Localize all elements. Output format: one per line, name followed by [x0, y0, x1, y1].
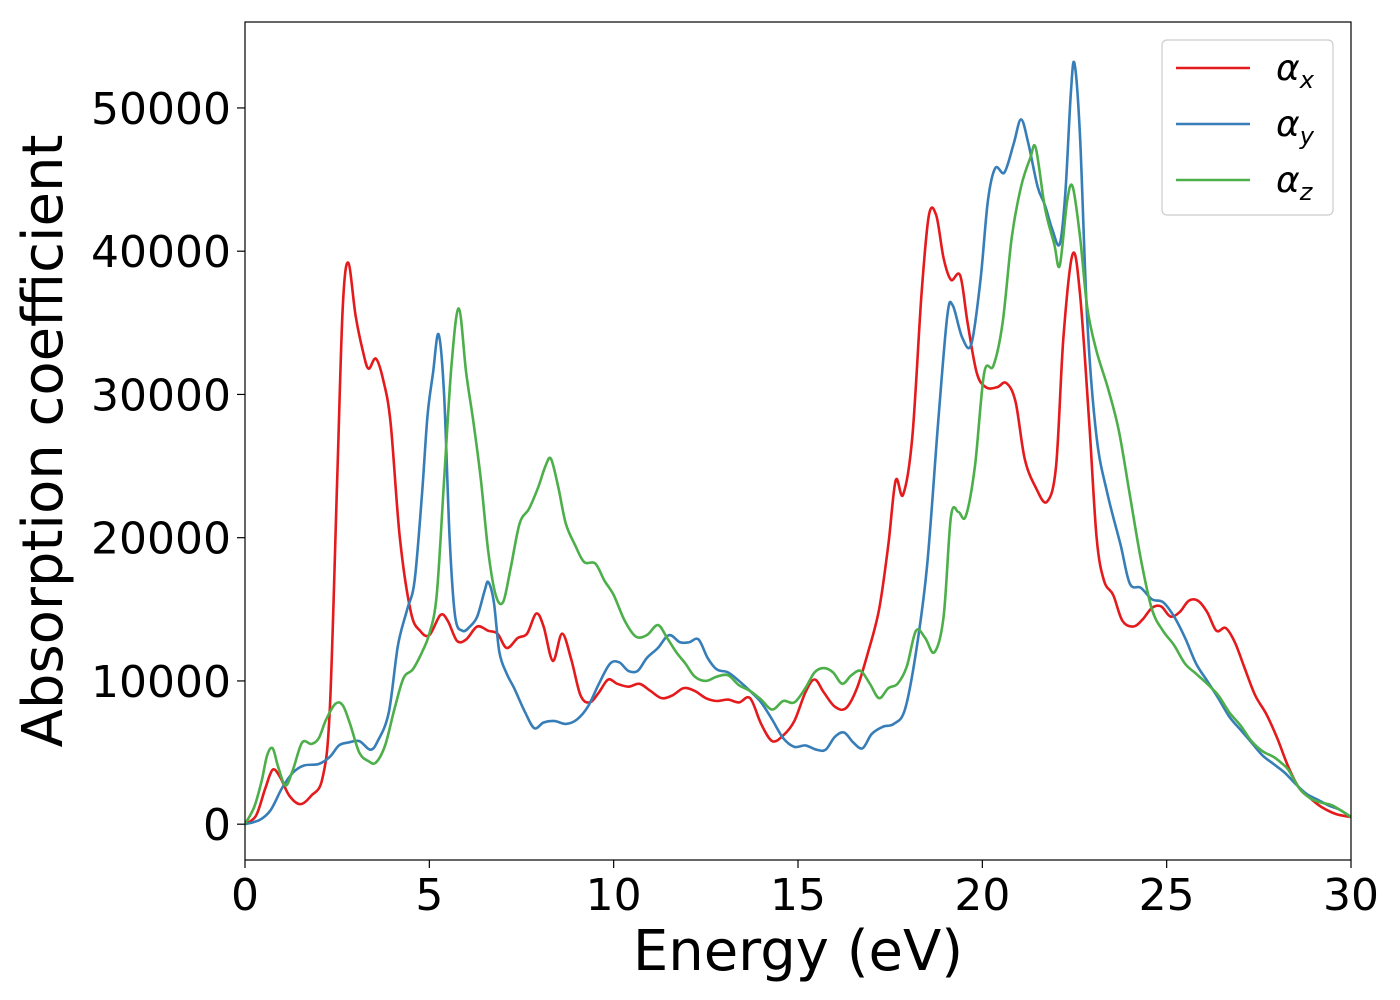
series-line-alpha-y	[245, 60, 1351, 826]
y-axis-label: Absorption coefficient	[11, 135, 76, 748]
y-axis-ticks: 0 10000 20000 30000 40000 50000	[91, 84, 245, 851]
series-line-alpha-z	[245, 143, 1351, 826]
y-tick-label: 40000	[91, 227, 231, 278]
x-tick-label: 10	[586, 870, 642, 921]
series-line-alpha-x	[245, 206, 1351, 826]
x-tick-label: 25	[1139, 870, 1195, 921]
y-tick-label: 50000	[91, 84, 231, 135]
x-tick-label: 30	[1323, 870, 1379, 921]
x-tick-label: 20	[954, 870, 1010, 921]
y-tick-label: 30000	[91, 370, 231, 421]
x-tick-label: 0	[231, 870, 259, 921]
y-tick-label: 0	[203, 800, 231, 851]
x-axis-ticks: 0 5 10 15 20 25 30	[231, 860, 1379, 921]
y-tick-label: 20000	[91, 514, 231, 565]
y-tick-label: 10000	[91, 657, 231, 708]
x-axis-label: Energy (eV)	[633, 919, 963, 984]
legend-box	[1161, 39, 1334, 216]
x-tick-label: 15	[770, 870, 826, 921]
x-tick-label: 5	[415, 870, 443, 921]
series-layer	[245, 60, 1351, 826]
